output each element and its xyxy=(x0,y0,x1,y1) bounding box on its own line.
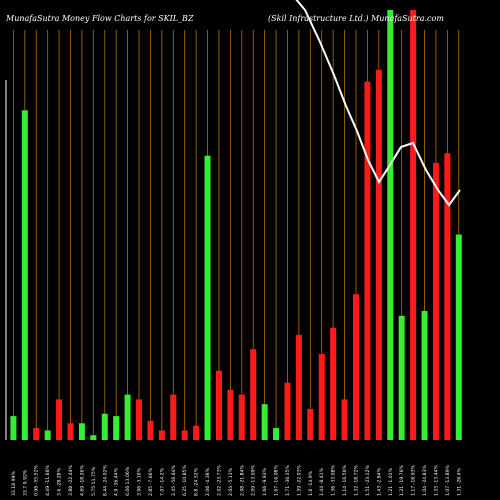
bar xyxy=(261,404,268,440)
bar xyxy=(421,311,428,440)
x-tick-label: 4.49 -11.66% xyxy=(45,465,51,496)
bar xyxy=(398,315,405,440)
bar xyxy=(101,413,108,440)
x-tick-label: 1.17 -18.93% xyxy=(411,465,417,496)
x-tick-label: 8.8 -24.32% xyxy=(194,467,200,496)
bar xyxy=(204,155,211,440)
chart-title: MunafaSutra Money Flow Charts for SKIL_B… xyxy=(5,14,194,23)
bar xyxy=(432,162,439,440)
x-tick-label: 33.7 9.92% xyxy=(22,469,28,496)
bar xyxy=(215,370,222,440)
bar xyxy=(238,394,245,440)
bar xyxy=(387,10,394,440)
x-tick-label: 1.21 -19.76% xyxy=(399,465,405,496)
x-tick-label: 1.32 -18.72% xyxy=(354,465,360,496)
x-tick-label: 6.06 13.06% xyxy=(125,466,131,496)
x-tick-label: 1.14 -16.56% xyxy=(342,465,348,496)
bar xyxy=(284,382,291,440)
chart-subtitle: (Skil Infrastructure Ltd.) MunafaSutra.c… xyxy=(268,14,444,23)
bar xyxy=(67,423,74,440)
x-tick-label: 1.59 -22.03% xyxy=(296,465,302,496)
x-tick-label: 1.51 -23.12% xyxy=(365,465,371,496)
x-tick-label: 5.75 11.75% xyxy=(91,466,97,496)
x-tick-label: 2.08 -21.84% xyxy=(239,465,245,496)
bar xyxy=(353,294,359,440)
x-tick-label: 1.71 -36.35% xyxy=(285,465,291,496)
bar xyxy=(158,430,165,440)
bar xyxy=(147,420,154,440)
bar xyxy=(295,334,302,440)
bar xyxy=(33,428,40,440)
bar xyxy=(21,110,28,440)
bar xyxy=(56,399,63,440)
bar xyxy=(341,399,348,440)
bar xyxy=(444,153,451,441)
bar xyxy=(44,430,51,440)
x-tick-label: 3.6 -28.28% xyxy=(57,467,63,496)
x-tick-label: 4.69 -18.26% xyxy=(79,465,85,496)
x-tick-label: 3.88 -22.44% xyxy=(68,465,74,496)
x-tick-label: 1.43 -2.84% xyxy=(376,467,382,496)
bar xyxy=(170,394,177,440)
bar-layer xyxy=(10,10,462,441)
x-tick-label: 4.9 -36.44% xyxy=(114,467,120,496)
x-tick-label: 3.96 -3.16% xyxy=(137,467,143,496)
x-tick-label: 2.85 -7.66% xyxy=(148,467,154,496)
bar xyxy=(455,234,462,440)
x-tick-label: 33.18 99% xyxy=(11,471,17,496)
x-tick-label: 2.45 -56.64% xyxy=(171,465,177,496)
x-tick-label: 7.07 -14.2% xyxy=(159,467,165,496)
bar xyxy=(330,327,337,440)
x-tick-label: 1.31 -28.4% xyxy=(456,467,462,496)
bar xyxy=(78,423,85,440)
x-tick-label: 1.67 -16.08% xyxy=(274,465,280,496)
bar xyxy=(10,416,17,440)
trend-line xyxy=(295,0,461,207)
x-tick-label: 1.66 -9.93% xyxy=(262,467,268,496)
x-tick-label: 1.07 -13.89% xyxy=(445,465,451,496)
bar xyxy=(410,10,417,440)
x-tick-label: 1.36 -33.08% xyxy=(331,465,337,496)
bar xyxy=(193,425,200,440)
x-tick-label: 2.09 -13.09% xyxy=(251,465,257,496)
bar xyxy=(250,349,257,440)
line-layer xyxy=(295,0,461,207)
bar xyxy=(227,389,234,440)
bar xyxy=(364,81,371,441)
bar xyxy=(273,428,280,440)
x-tick-label: 1.33 -13.44% xyxy=(433,465,439,496)
bar xyxy=(90,435,97,440)
x-tick-label: 6.25 -10.85% xyxy=(182,465,188,496)
bar xyxy=(307,408,314,440)
x-tick-label: 1.44 -8.41% xyxy=(319,467,325,496)
x-tick-label: 1.6 -14.9% xyxy=(308,470,314,496)
x-tick-label: 2.02 -23.73% xyxy=(216,465,222,496)
x-tick-label: 0.96 -55.52% xyxy=(34,465,40,496)
bar xyxy=(375,69,382,440)
x-tick-label: 2.04 -5.13% xyxy=(228,467,234,496)
bar xyxy=(318,354,325,440)
bar xyxy=(113,416,120,440)
bar xyxy=(136,399,143,440)
x-tick-label: 1.21 -1.01% xyxy=(388,467,394,496)
bar xyxy=(124,394,131,440)
bar xyxy=(181,430,188,440)
tick-layer: 33.18 99% 33.7 9.92% 0.96 -55.52% 4.49 -11.… xyxy=(11,465,462,496)
x-tick-label: 2.06 -4.38% xyxy=(205,467,211,496)
x-tick-label: 1.04 -24.83% xyxy=(422,465,428,496)
x-tick-label: 8.44 -24.02% xyxy=(102,465,108,496)
